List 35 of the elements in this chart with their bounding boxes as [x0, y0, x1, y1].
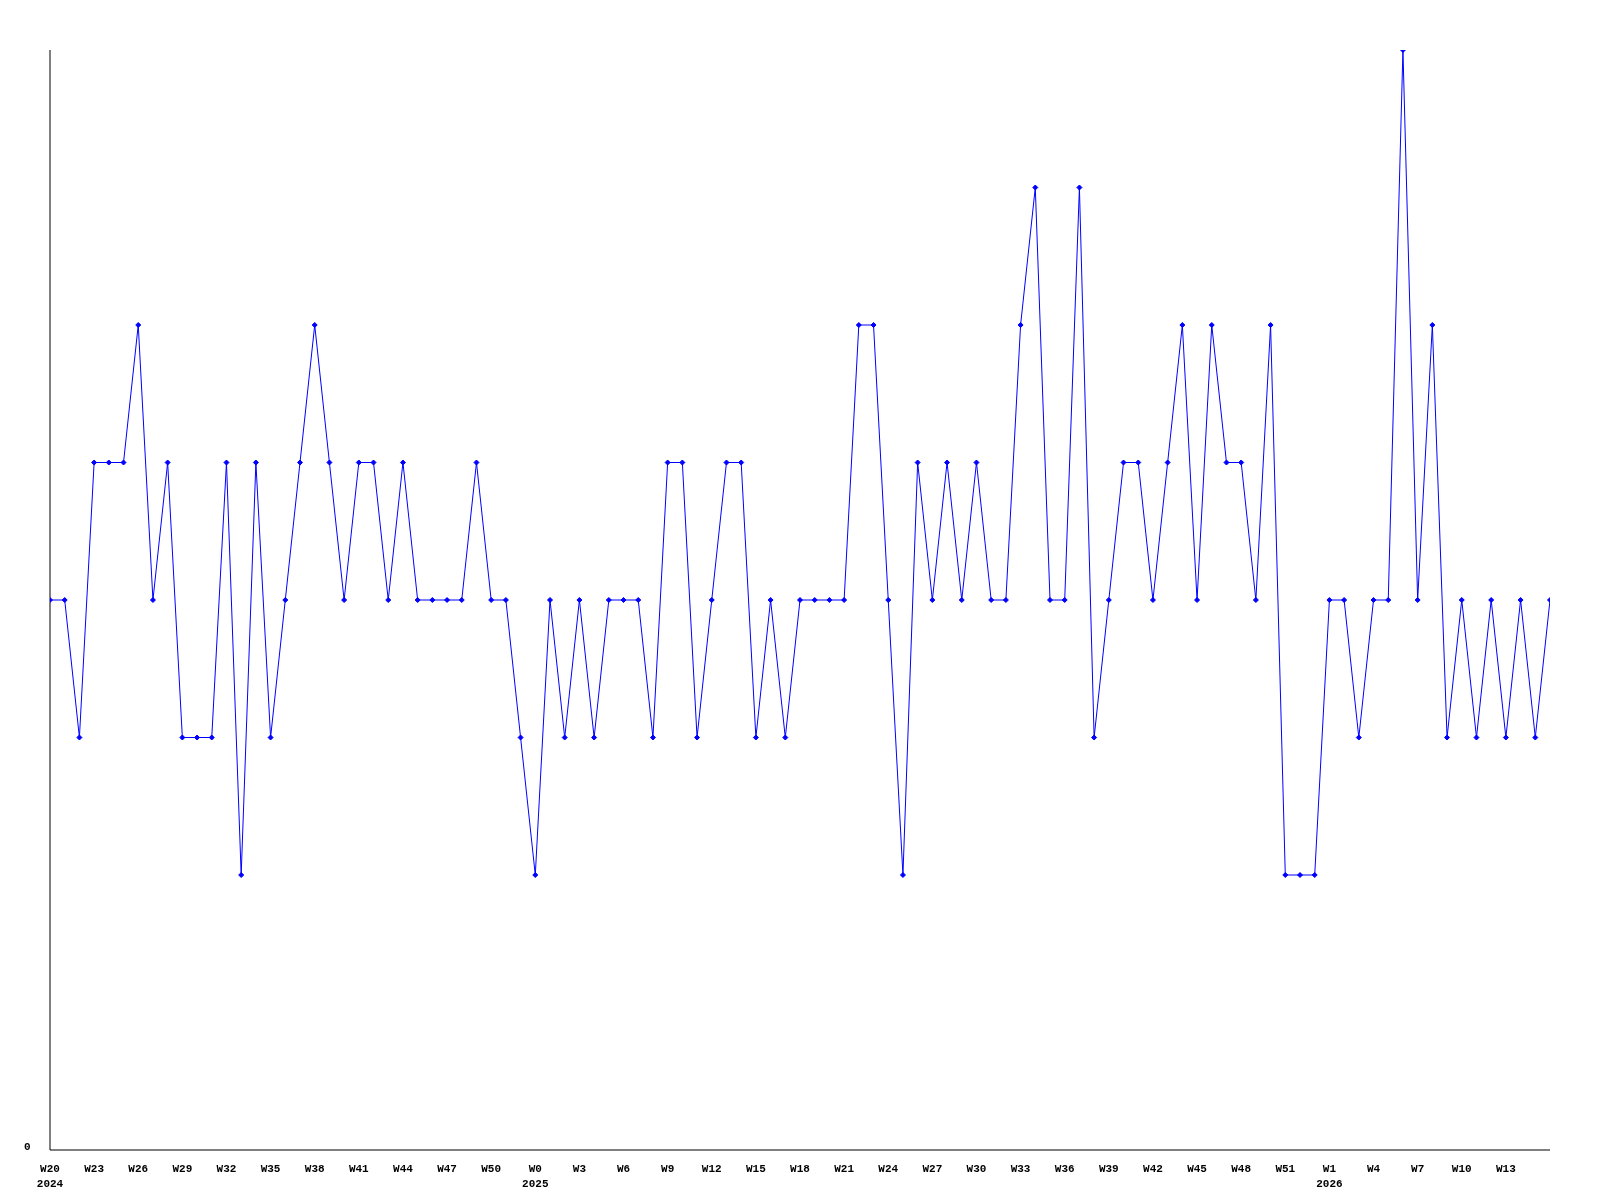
x-tick-label: W48 — [1231, 1163, 1252, 1175]
x-tick-label: W44 — [393, 1163, 414, 1175]
x-tick-label: W32 — [216, 1163, 237, 1175]
x-tick-label: W6 — [616, 1163, 631, 1175]
x-tick-label: W42 — [1143, 1163, 1163, 1175]
x-tick-label: W51 — [1275, 1163, 1296, 1175]
x-tick-label: W38 — [304, 1163, 325, 1175]
x-tick-label: W47 — [437, 1163, 457, 1175]
x-tick-label: W41 — [348, 1163, 370, 1175]
x-tick-label: W35 — [260, 1163, 281, 1175]
text: 0 — [24, 1141, 31, 1153]
x-tick-label: W20 2024 — [36, 1163, 64, 1190]
x-tick-label: W21 — [834, 1163, 855, 1175]
x-tick-label: W39 — [1098, 1163, 1119, 1175]
x-tick-label: W13 — [1495, 1163, 1517, 1175]
x-tick-label: W30 — [966, 1163, 987, 1175]
x-tick-label: W12 — [701, 1163, 722, 1175]
x-tick-label: W45 — [1187, 1163, 1208, 1175]
x-tick-label: W18 — [790, 1163, 811, 1175]
x-tick-label: W15 — [745, 1163, 767, 1175]
x-tick-label: W24 — [878, 1163, 899, 1175]
x-tick-label: W7 — [1411, 1163, 1425, 1175]
x-tick-label: W10 — [1451, 1163, 1472, 1175]
x-tick-label: W4 — [1366, 1163, 1381, 1175]
x-tick-label: W26 — [128, 1163, 149, 1175]
x-tick-label: W9 — [661, 1163, 675, 1175]
x-tick-label: W29 — [172, 1163, 193, 1175]
x-tick-label: W23 — [84, 1163, 105, 1175]
x-tick-label: W33 — [1010, 1163, 1031, 1175]
x-tick-label: W1 2026 — [1316, 1163, 1343, 1190]
x-tick-label: W3 — [572, 1163, 587, 1175]
x-tick-label: W27 — [922, 1163, 943, 1175]
x-tick-label: W0 2025 — [522, 1163, 549, 1190]
x-tick-label: W50 — [481, 1163, 502, 1175]
x-tick-label: W36 — [1054, 1163, 1075, 1175]
